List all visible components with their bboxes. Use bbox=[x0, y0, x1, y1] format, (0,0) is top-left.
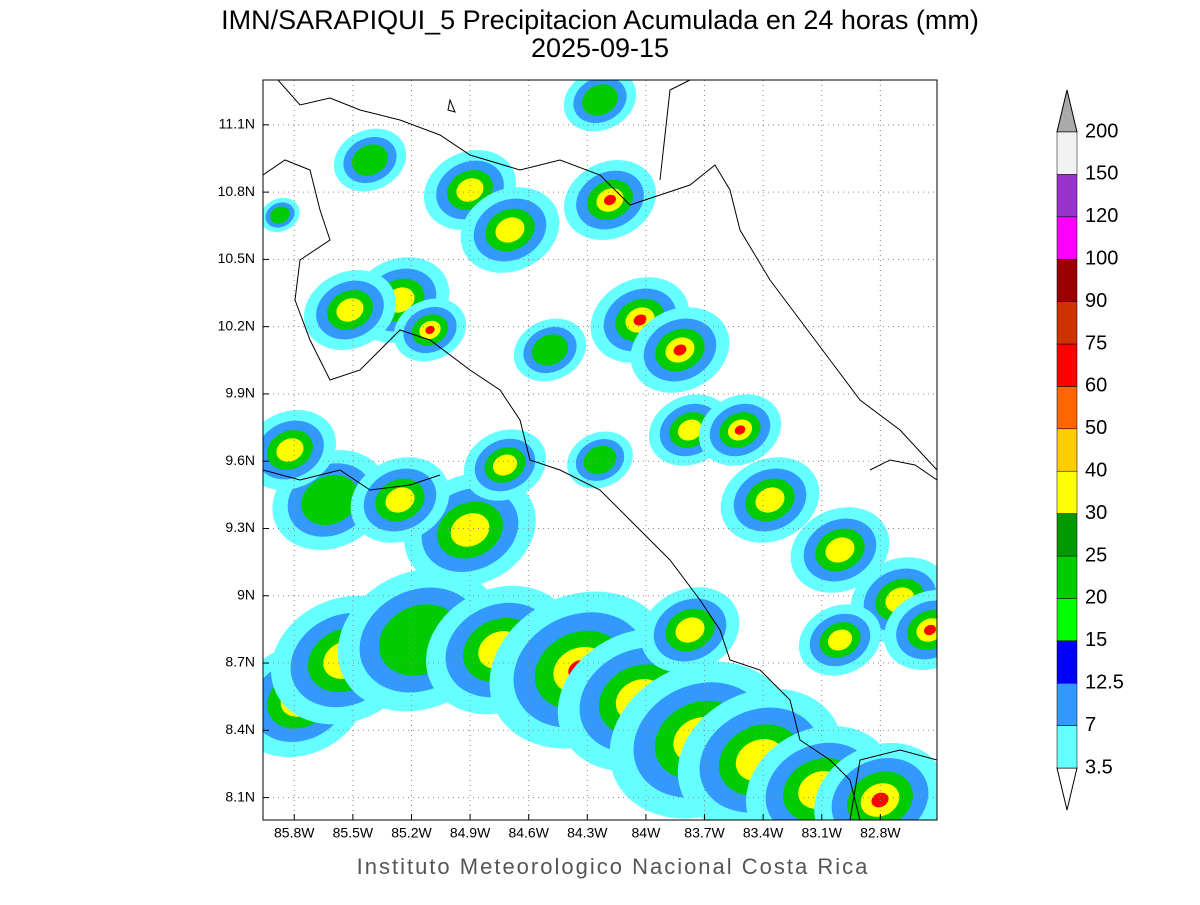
precip-area bbox=[336, 298, 364, 322]
precip-area bbox=[351, 144, 389, 176]
colorbar-label: 60 bbox=[1085, 375, 1107, 397]
subtitle: 2025-09-15 bbox=[531, 33, 669, 63]
title: IMN/SARAPIQUI_5 Precipitacion Acumulada … bbox=[221, 5, 979, 35]
precip-area bbox=[825, 537, 855, 563]
grid bbox=[263, 80, 937, 820]
y-tick-label: 10.8N bbox=[218, 183, 255, 199]
colorbar-box bbox=[1056, 682, 1078, 726]
colorbar-box bbox=[1056, 598, 1078, 642]
colorbar-label: 200 bbox=[1085, 120, 1118, 142]
colorbar-label: 12.5 bbox=[1085, 671, 1124, 693]
colorbar-label: 40 bbox=[1085, 459, 1107, 481]
colorbar-box bbox=[1056, 470, 1078, 514]
colorbar-label: 3.5 bbox=[1085, 756, 1113, 778]
precip-area bbox=[583, 445, 617, 475]
colorbar-box bbox=[1056, 725, 1078, 769]
precip-area bbox=[276, 438, 304, 462]
footer: Instituto Meteorologico Nacional Costa R… bbox=[357, 854, 870, 879]
y-tick-label: 9.6N bbox=[225, 452, 255, 468]
colorbar-under bbox=[1056, 767, 1078, 811]
y-tick-label: 9.3N bbox=[225, 519, 255, 535]
precip-area bbox=[924, 624, 936, 636]
precip-area bbox=[301, 475, 359, 525]
precip-area bbox=[385, 487, 415, 513]
colorbar-label: 7 bbox=[1085, 714, 1096, 736]
y-tick-label: 10.5N bbox=[218, 250, 255, 266]
colorbar-label: 15 bbox=[1085, 629, 1107, 651]
x-tick-label: 82.8W bbox=[860, 825, 901, 841]
x-tick-label: 84.3W bbox=[567, 825, 608, 841]
colorbar-label: 25 bbox=[1085, 544, 1107, 566]
colorbar-label: 75 bbox=[1085, 332, 1107, 354]
coastlines bbox=[263, 80, 937, 820]
colorbar-box bbox=[1056, 513, 1078, 557]
colorbar-label: 90 bbox=[1085, 290, 1107, 312]
y-tick-label: 10.2N bbox=[218, 317, 255, 333]
colorbar-box bbox=[1056, 343, 1078, 387]
colorbar-box bbox=[1056, 428, 1078, 472]
island bbox=[447, 98, 456, 113]
colorbar-box bbox=[1056, 174, 1078, 218]
colorbar-over bbox=[1056, 89, 1078, 133]
precip-area bbox=[734, 425, 746, 435]
colorbar-label: 30 bbox=[1085, 502, 1107, 524]
precip-area bbox=[495, 217, 525, 243]
precip-area bbox=[633, 314, 647, 326]
x-tick-label: 83.4W bbox=[743, 825, 784, 841]
border-north bbox=[659, 80, 691, 181]
x-tick-label: 84.6W bbox=[508, 825, 549, 841]
precip-field bbox=[263, 80, 937, 820]
precip-area bbox=[755, 487, 785, 513]
precip-area bbox=[425, 325, 435, 335]
precip-area bbox=[531, 334, 569, 366]
border-panama bbox=[849, 749, 937, 820]
precip-area bbox=[604, 194, 616, 206]
y-tick-label: 8.1N bbox=[225, 788, 255, 804]
coast-bocas bbox=[869, 459, 937, 481]
y-tick-label: 8.4N bbox=[225, 721, 255, 737]
coast-north bbox=[277, 80, 937, 471]
colorbar-box bbox=[1056, 216, 1078, 260]
precip-area bbox=[677, 419, 703, 441]
colorbar-label: 150 bbox=[1085, 163, 1118, 185]
map-frame bbox=[262, 79, 938, 821]
y-tick-label: 9.9N bbox=[225, 385, 255, 401]
colorbar-box bbox=[1056, 386, 1078, 430]
coast-nicoya bbox=[263, 469, 441, 491]
colorbar-label: 120 bbox=[1085, 205, 1118, 227]
colorbar-label: 100 bbox=[1085, 247, 1118, 269]
y-tick-label: 9N bbox=[237, 586, 255, 602]
precip-area bbox=[673, 344, 687, 356]
colorbar-box bbox=[1056, 301, 1078, 345]
colorbar-label: 20 bbox=[1085, 587, 1107, 609]
precip-area bbox=[675, 617, 705, 643]
colorbar-box bbox=[1056, 258, 1078, 302]
x-tick-label: 85.5W bbox=[333, 825, 374, 841]
precip-area bbox=[492, 454, 518, 476]
colorbar-label: 50 bbox=[1085, 417, 1107, 439]
precip-area bbox=[827, 629, 853, 651]
x-tick-label: 85.2W bbox=[391, 825, 432, 841]
precip-area bbox=[581, 84, 619, 116]
y-tick-label: 11.1N bbox=[219, 116, 255, 132]
colorbar-box bbox=[1056, 555, 1078, 599]
x-tick-label: 84W bbox=[632, 825, 662, 841]
coast-pacific bbox=[263, 159, 861, 820]
x-tick-label: 84.9W bbox=[450, 825, 491, 841]
x-tick-label: 83.7W bbox=[684, 825, 725, 841]
precip-area bbox=[270, 206, 290, 224]
x-tick-label: 85.8W bbox=[274, 825, 315, 841]
y-tick-label: 8.7N bbox=[225, 654, 255, 670]
colorbar-box bbox=[1056, 131, 1078, 175]
colorbar-box bbox=[1056, 640, 1078, 684]
x-tick-label: 83.1W bbox=[802, 825, 843, 841]
